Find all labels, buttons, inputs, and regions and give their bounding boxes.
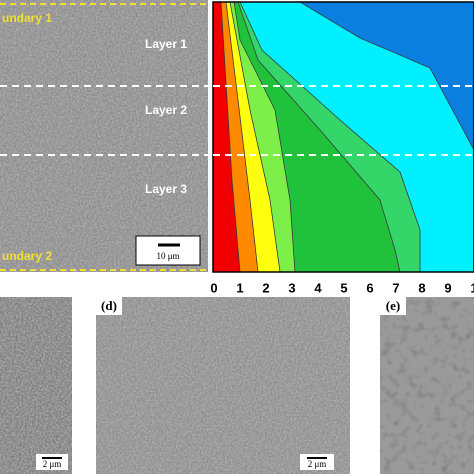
- panel-e: (e): [380, 297, 474, 474]
- x-tick-label: 0: [210, 280, 217, 295]
- scale-label: 10 μm: [156, 251, 179, 261]
- scale-label: 2 μm: [43, 459, 62, 469]
- x-tick-label: 1: [470, 280, 474, 295]
- sem-texture: [0, 297, 72, 474]
- label-box: [380, 297, 406, 315]
- panel-label: (d): [101, 298, 117, 313]
- sem-texture: [0, 0, 208, 272]
- panel-c: 2 μm: [0, 297, 72, 474]
- layer-label: Layer 3: [145, 182, 187, 196]
- x-tick-label: 3: [288, 280, 295, 295]
- scale-box: [135, 235, 201, 266]
- plot-frame: [212, 1, 474, 273]
- scale-label: 2 μm: [308, 459, 327, 469]
- label-box: [96, 297, 122, 315]
- x-tick-label: 7: [392, 280, 399, 295]
- panel-b: [212, 1, 474, 273]
- sem-texture: [96, 297, 350, 474]
- layer-label: Layer 2: [145, 103, 187, 117]
- panel-d: (d) 2 μm: [96, 297, 350, 474]
- sem-texture: [380, 297, 474, 474]
- boundary-label: undary 2: [2, 249, 52, 263]
- x-tick-label: 6: [366, 280, 373, 295]
- x-tick-label: 9: [444, 280, 451, 295]
- x-tick-label: 4: [314, 280, 322, 295]
- x-tick-label: 8: [418, 280, 425, 295]
- boundary-label: undary 1: [2, 11, 52, 25]
- panel-a: undary 1 undary 2 Layer 1 Layer 2 Layer …: [0, 0, 208, 272]
- panel-label: (e): [386, 298, 400, 313]
- x-tick-label: 5: [340, 280, 347, 295]
- x-tick-label: 1: [236, 280, 243, 295]
- layer-label: Layer 1: [145, 37, 187, 51]
- x-tick-label: 2: [262, 280, 269, 295]
- x-axis: 0 1 2 3 4 5 6 7 8 9 1: [210, 280, 474, 295]
